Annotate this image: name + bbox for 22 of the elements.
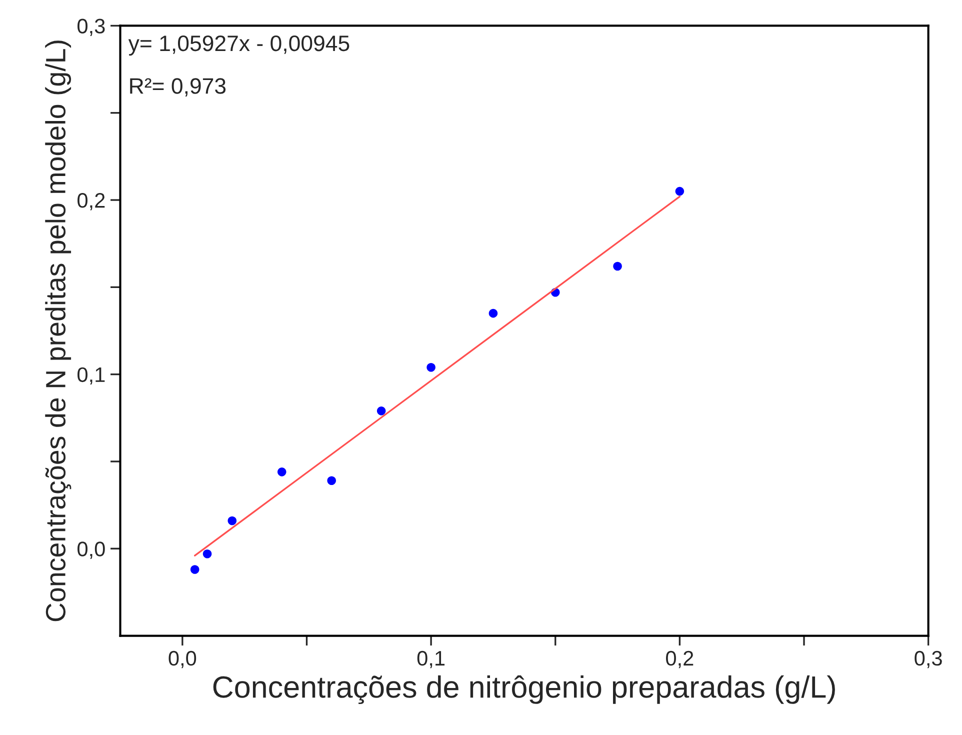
y-tick-label: 0,0	[78, 542, 105, 559]
x-tick-label: 0,2	[666, 650, 694, 668]
y-tick-label: 0,3	[78, 18, 105, 36]
point	[488, 308, 498, 318]
point	[613, 262, 622, 271]
point	[426, 362, 436, 372]
y-tick-label: 0,1	[78, 367, 105, 385]
y-axis-title: Concentrações de N preditas pelo modelo (g/L)	[45, 40, 72, 622]
point	[202, 549, 212, 558]
annotation: y= 1,05927x - 0,00945	[128, 35, 350, 56]
point	[228, 516, 237, 526]
x-tick-label: 0,3	[914, 650, 942, 668]
point	[277, 468, 286, 476]
point	[190, 565, 200, 574]
y-tick-label: 0,2	[78, 193, 105, 210]
point	[376, 406, 386, 416]
annotation: R²= 0,973	[130, 78, 226, 97]
point	[327, 476, 336, 486]
x-axis-title: Concentrações de nitrôgenio preparadas (g/L)	[213, 675, 835, 704]
x-tick-label: 0,0	[168, 650, 196, 668]
point	[675, 186, 684, 196]
x-tick-label: 0,1	[417, 650, 445, 668]
